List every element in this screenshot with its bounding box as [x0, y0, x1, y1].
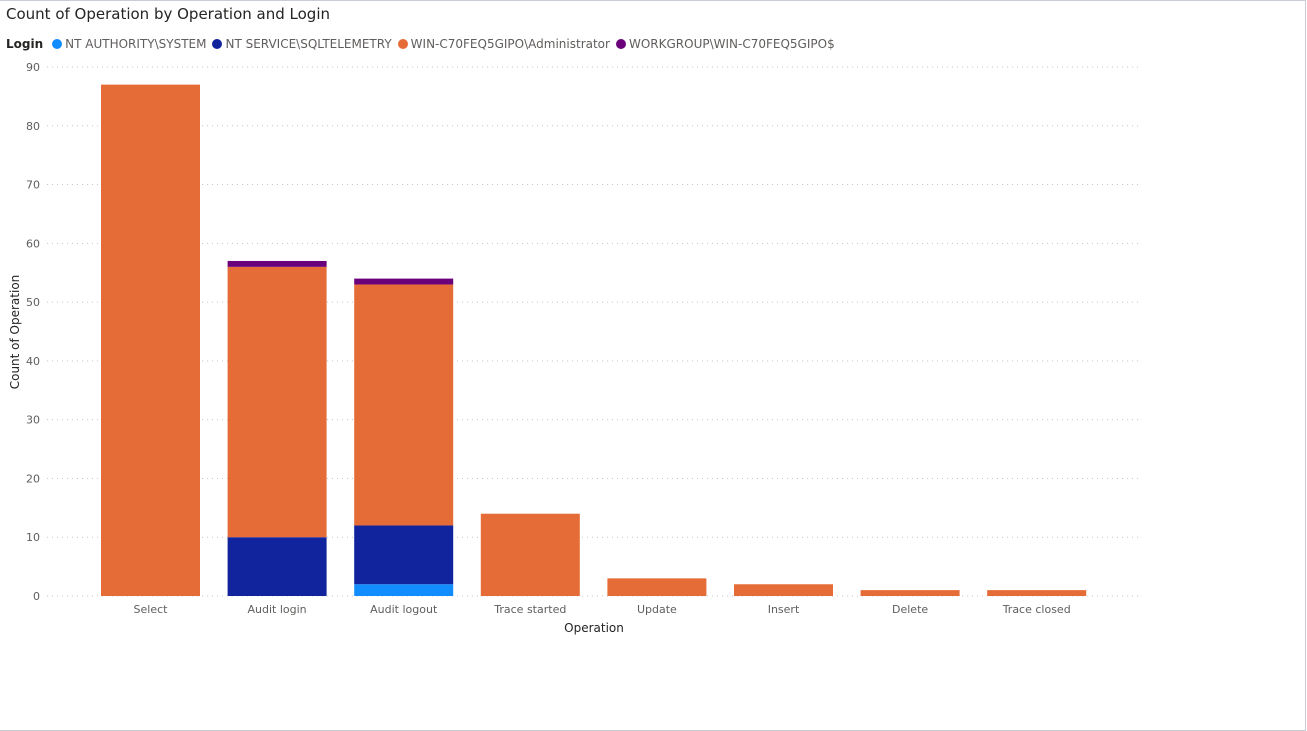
x-tick-label: Update [637, 603, 677, 616]
y-axis-title: Count of Operation [8, 275, 22, 390]
y-tick-label: 40 [26, 355, 40, 368]
bars [101, 84, 1087, 596]
y-tick-label: 20 [26, 472, 40, 485]
legend-marker-icon [212, 39, 223, 49]
y-tick-label: 80 [26, 120, 40, 133]
x-tick-label: Select [134, 603, 169, 616]
legend-label: WORKGROUP\WIN-C70FEQ5GIPO$ [628, 37, 835, 51]
legend-label: NT SERVICE\SQLTELEMETRY [225, 37, 392, 51]
legend-item-administrator[interactable]: WIN-C70FEQ5GIPO\Administrator [397, 37, 610, 51]
x-axis-title: Operation [564, 621, 624, 635]
bar-segment[interactable] [480, 513, 580, 596]
legend-item-nt-service-sqltelemetry[interactable]: NT SERVICE\SQLTELEMETRY [212, 37, 392, 51]
y-tick-label: 10 [26, 531, 40, 544]
x-tick-label: Trace started [493, 603, 566, 616]
x-tick-label: Insert [768, 603, 800, 616]
bar-segment[interactable] [987, 590, 1087, 596]
legend-marker-icon [397, 39, 408, 49]
y-tick-label: 30 [26, 414, 40, 427]
y-tick-label: 70 [26, 179, 40, 192]
bar-segment[interactable] [354, 584, 454, 596]
bar-segment[interactable] [354, 525, 454, 585]
bar-segment[interactable] [354, 284, 454, 526]
bar-segment[interactable] [227, 537, 327, 596]
legend-label: NT AUTHORITY\SYSTEM [65, 37, 207, 51]
legend-item-workgroup[interactable]: WORKGROUP\WIN-C70FEQ5GIPO$ [615, 37, 835, 51]
bar-segment[interactable] [734, 584, 833, 596]
bar-segment[interactable] [227, 266, 327, 538]
gridlines [47, 66, 1140, 597]
bar-segment[interactable] [607, 578, 707, 596]
y-tick-label: 60 [26, 237, 40, 250]
chart-title: Count of Operation by Operation and Logi… [6, 5, 330, 23]
legend-marker-icon [615, 39, 626, 49]
legend-marker-icon [52, 39, 63, 49]
legend-item-nt-authority-system[interactable]: NT AUTHORITY\SYSTEM [52, 37, 206, 51]
y-tick-label: 50 [26, 296, 40, 309]
y-axis: 0 10 20 30 40 50 60 70 80 90 [26, 61, 40, 603]
x-tick-label: Audit login [248, 603, 307, 616]
x-tick-label: Trace closed [1002, 603, 1071, 616]
x-tick-label: Audit logout [370, 603, 438, 616]
bar-segment[interactable] [354, 278, 454, 285]
bar-segment[interactable] [227, 260, 327, 267]
legend-title: Login [6, 37, 44, 51]
legend-label: WIN-C70FEQ5GIPO\Administrator [410, 37, 610, 51]
bar-segment[interactable] [101, 84, 200, 596]
x-axis: Select Audit login Audit logout Trace start… [134, 603, 1071, 616]
x-tick-label: Delete [892, 603, 928, 616]
bar-segment[interactable] [860, 590, 960, 596]
legend: Login NT AUTHORITY\SYSTEM NT SERVICE\SQL… [6, 36, 841, 52]
y-tick-label: 90 [26, 61, 40, 74]
y-tick-label: 0 [33, 590, 40, 603]
